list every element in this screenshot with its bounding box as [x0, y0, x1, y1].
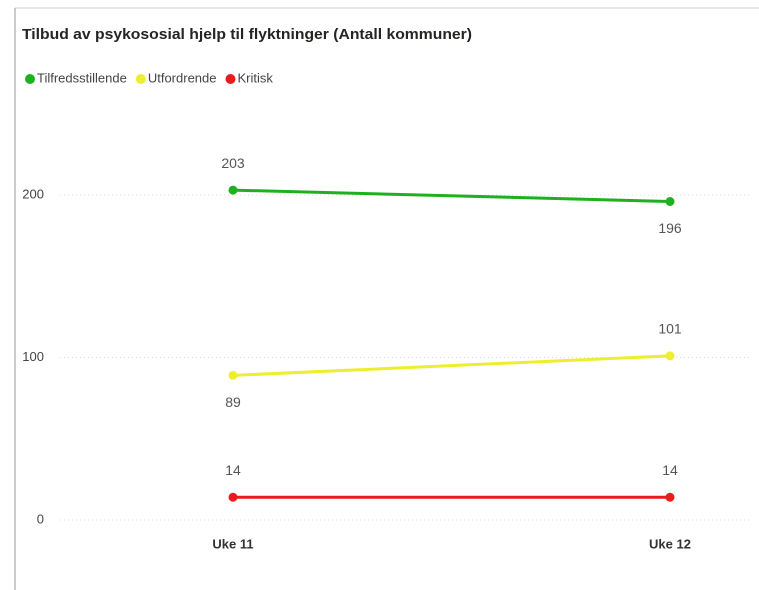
legend-label: Kritisk [238, 70, 274, 85]
point [665, 492, 675, 502]
data-label: 203 [221, 155, 245, 171]
x-tick-label: Uke 11 [212, 536, 253, 551]
point [665, 351, 675, 361]
data-label: 14 [662, 462, 678, 478]
legend-marker [135, 74, 146, 84]
point [665, 197, 675, 206]
data-label: 196 [658, 220, 682, 236]
series-line [232, 188, 671, 203]
data-label: 14 [225, 462, 241, 478]
x-tick-label: Uke 12 [649, 536, 691, 551]
legend-label: Tilfredsstillende [37, 70, 127, 85]
y-tick-label: 200 [22, 186, 44, 201]
point [228, 492, 238, 502]
data-label: 89 [225, 394, 241, 410]
point [228, 185, 238, 195]
legend-marker [225, 74, 236, 84]
point [228, 370, 238, 380]
y-tick-label: 100 [22, 349, 44, 364]
legend-label: Utfordrende [148, 70, 217, 85]
y-tick-label: 0 [37, 511, 44, 526]
series-line [232, 354, 671, 377]
chart-title: Tilbud av psykososial hjelp til flyktnin… [22, 26, 472, 43]
legend-marker [25, 74, 35, 84]
data-label: 101 [658, 321, 682, 337]
